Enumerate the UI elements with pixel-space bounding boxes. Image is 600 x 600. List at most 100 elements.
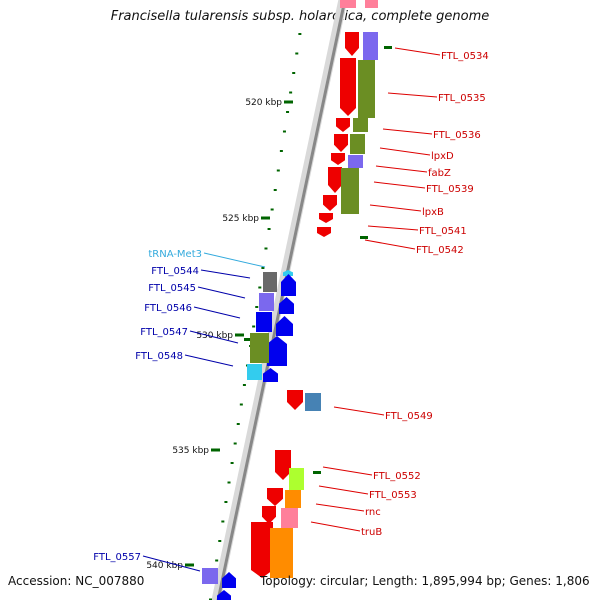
cog-FTL_0548 (247, 364, 262, 380)
gene-FTL_0553 (267, 488, 283, 506)
ruler-tick (235, 333, 244, 337)
gene-FTL_0541 (319, 213, 333, 223)
cog-FTL_0546 (256, 312, 272, 332)
gene-label-FTL_0542: FTL_0542 (416, 245, 464, 256)
cog-FTL_0553 (285, 490, 301, 508)
ruler-tick (284, 100, 293, 104)
scale-dot (252, 325, 256, 328)
scale-dot (276, 169, 280, 172)
gene-label-fabZ: fabZ (428, 168, 451, 179)
gene-lpxB (323, 195, 337, 211)
cog-FTL_0552 (289, 468, 304, 490)
leader-line (142, 555, 201, 572)
scale-dot (233, 442, 237, 445)
gene-FTL_0548 (263, 368, 278, 382)
ruler-label: 520 kbp (245, 98, 282, 108)
gene-label-FTL_0557: FTL_0557 (93, 552, 141, 563)
gene-label-tRNA-Met3: tRNA-Met3 (148, 249, 202, 260)
leader-line (310, 521, 361, 532)
leader-line (367, 225, 419, 231)
scale-dot (282, 130, 286, 133)
gene-FTL_0546 (276, 316, 293, 336)
scale-dot (289, 91, 293, 94)
cog-FTL_0536 (353, 118, 368, 132)
gene-label-FTL_0534: FTL_0534 (441, 51, 489, 62)
gene-label-truB: truB (361, 527, 382, 538)
gene-FTL_0545 (279, 297, 294, 314)
leader-line (387, 92, 438, 98)
cog-FTL_0545 (259, 293, 274, 311)
ruler-label: 535 kbp (172, 446, 209, 456)
cog-FTL_0534 (363, 32, 378, 60)
feature-tick (313, 471, 321, 474)
cog-FTL_0544 (263, 272, 277, 292)
leader-line (369, 204, 422, 212)
gene-fabZ (331, 153, 345, 165)
gene-label-FTL_0549: FTL_0549 (385, 411, 433, 422)
cog-FTL_0547 (250, 333, 269, 363)
gene-label-lpxD: lpxD (431, 151, 454, 162)
ruler-tick (185, 563, 194, 567)
map-title: Francisella tularensis subsp. holarctica… (110, 9, 490, 24)
accession-text: Accession: NC_007880 (8, 574, 145, 588)
gene-tRNA-Met3 (283, 270, 293, 276)
gene-label-FTL_0544: FTL_0544 (151, 266, 199, 277)
scale-dot (286, 111, 290, 113)
leader-line (364, 239, 416, 250)
gene-FTL_0534 (345, 32, 359, 56)
leader-line (315, 503, 365, 512)
leader-line (203, 252, 266, 268)
backbone-top-segment (340, 0, 356, 8)
cog-top (365, 0, 378, 8)
cog-fabZ (348, 155, 363, 168)
gene-label-FTL_0546: FTL_0546 (144, 303, 192, 314)
cog-FTL_0539 (341, 168, 359, 214)
leader-line (382, 128, 433, 135)
leader-line (318, 485, 369, 495)
gene-label-FTL_0547: FTL_0547 (140, 327, 188, 338)
gene-FTL_0547 (267, 336, 287, 366)
gene-label-lpxB: lpxB (422, 207, 444, 218)
scale-dot (258, 286, 262, 289)
gene-label-rnc: rnc (365, 507, 381, 518)
leader-line (200, 269, 251, 279)
scale-dot (209, 598, 213, 600)
leader-line (379, 147, 431, 156)
ruler-label: 525 kbp (222, 214, 259, 224)
scale-dot (279, 150, 283, 152)
scale-dot (273, 189, 277, 191)
scale-dot (227, 481, 231, 484)
gene-label-FTL_0545: FTL_0545 (148, 283, 196, 294)
scale-dot (270, 208, 274, 211)
feature-tick (384, 46, 392, 49)
cog-FTL_0549 (305, 393, 321, 411)
gene-bottom (217, 590, 231, 600)
gene-FTL_0542 (317, 227, 331, 237)
ruler-tick (211, 448, 220, 452)
scale-dot (255, 306, 259, 308)
scale-dot (261, 267, 265, 269)
scale-dot (292, 72, 296, 74)
genome-summary: Topology: circular; Length: 1,895,994 bp… (260, 574, 590, 588)
feature-tick (360, 236, 368, 239)
gene-label-FTL_0552: FTL_0552 (373, 471, 421, 482)
ruler-tick (261, 216, 270, 220)
leader-line (375, 165, 428, 173)
leader-line (184, 354, 234, 367)
gene-FTL_0552 (275, 450, 291, 480)
cog-FTL_0535 (358, 60, 375, 118)
gene-FTL_0549 (287, 390, 303, 410)
feature-tick (244, 338, 252, 341)
scale-dot (221, 520, 225, 523)
scale-dot (298, 33, 302, 35)
gene-label-FTL_0535: FTL_0535 (438, 93, 486, 104)
leader-line (373, 181, 426, 189)
gene-label-FTL_0553: FTL_0553 (369, 490, 417, 501)
scale-dot (267, 228, 271, 230)
leader-line (189, 330, 239, 344)
scale-dot (236, 423, 240, 425)
cog-truB (270, 528, 293, 578)
scale-dot (215, 559, 219, 562)
